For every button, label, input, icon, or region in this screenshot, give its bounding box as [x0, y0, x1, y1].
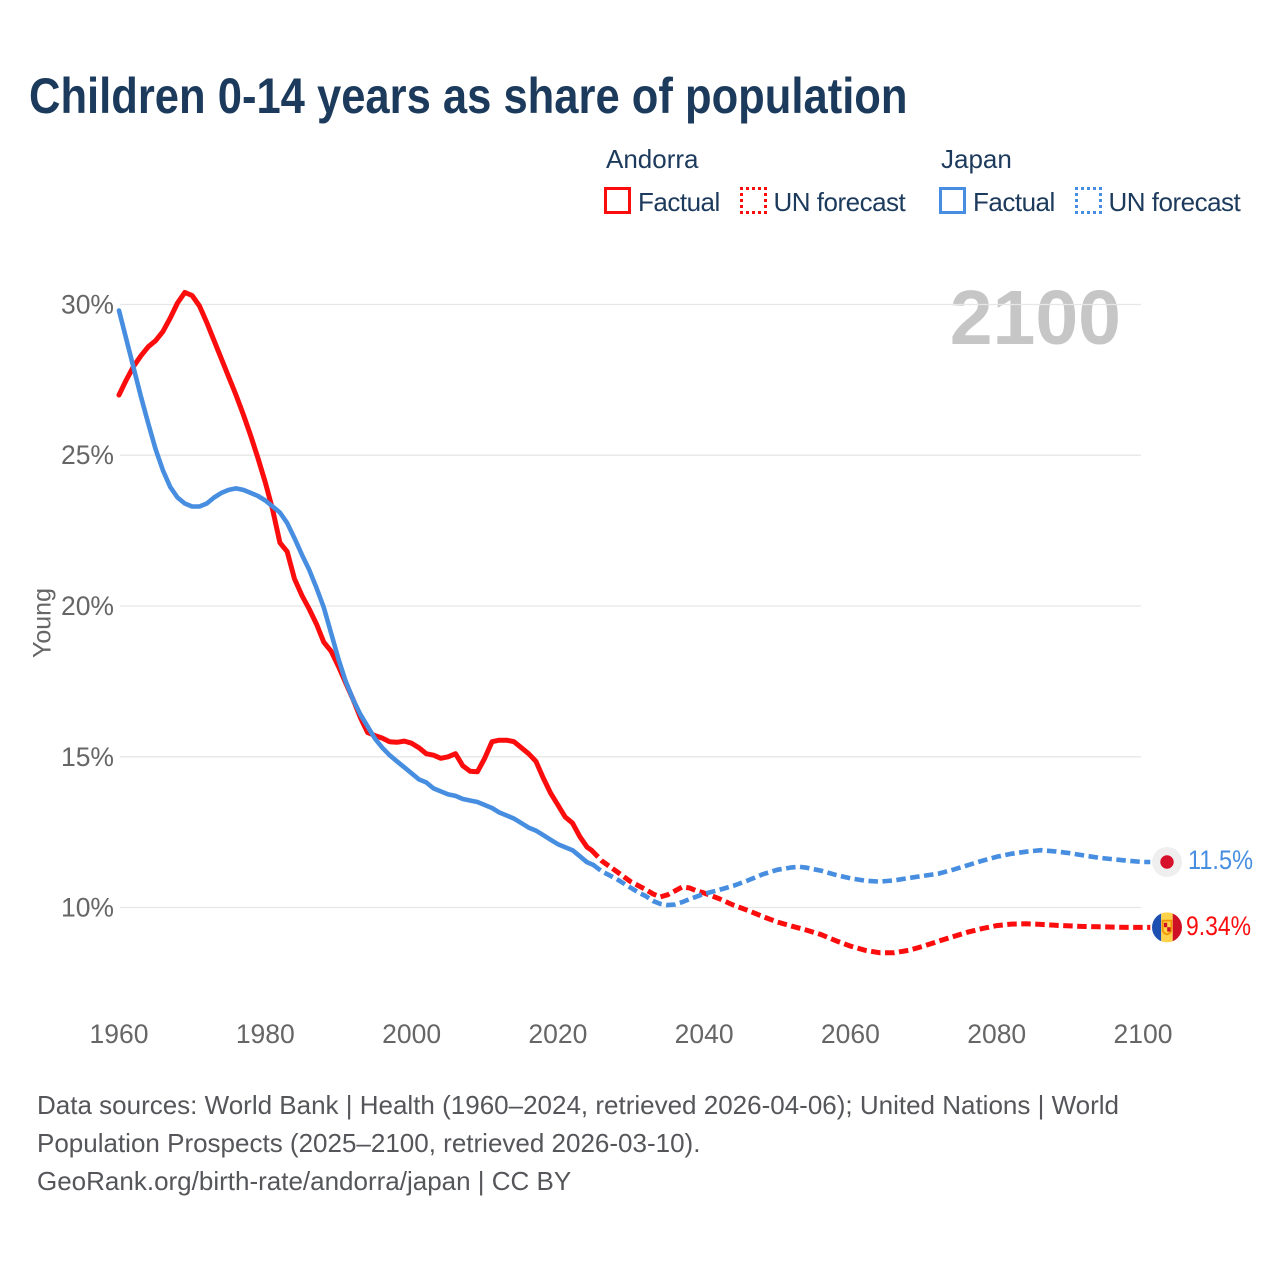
svg-text:2080: 2080 [967, 1019, 1026, 1049]
svg-text:9.34%: 9.34% [1186, 911, 1251, 941]
svg-text:11.5%: 11.5% [1188, 845, 1253, 875]
svg-text:2060: 2060 [821, 1019, 880, 1049]
svg-text:1960: 1960 [90, 1019, 149, 1049]
svg-text:30%: 30% [61, 290, 114, 320]
svg-text:10%: 10% [61, 893, 114, 923]
svg-text:2020: 2020 [528, 1019, 587, 1049]
svg-text:2040: 2040 [675, 1019, 734, 1049]
svg-text:25%: 25% [61, 440, 114, 470]
svg-text:1980: 1980 [236, 1019, 295, 1049]
svg-text:20%: 20% [61, 591, 114, 621]
svg-text:2100: 2100 [1114, 1019, 1173, 1049]
svg-text:2000: 2000 [382, 1019, 441, 1049]
svg-text:2100: 2100 [950, 275, 1121, 361]
svg-text:15%: 15% [61, 742, 114, 772]
